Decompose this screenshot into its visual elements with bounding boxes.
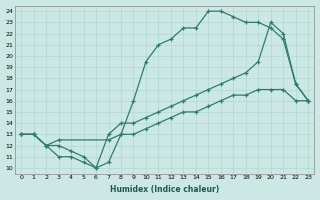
X-axis label: Humidex (Indice chaleur): Humidex (Indice chaleur) — [110, 185, 219, 194]
